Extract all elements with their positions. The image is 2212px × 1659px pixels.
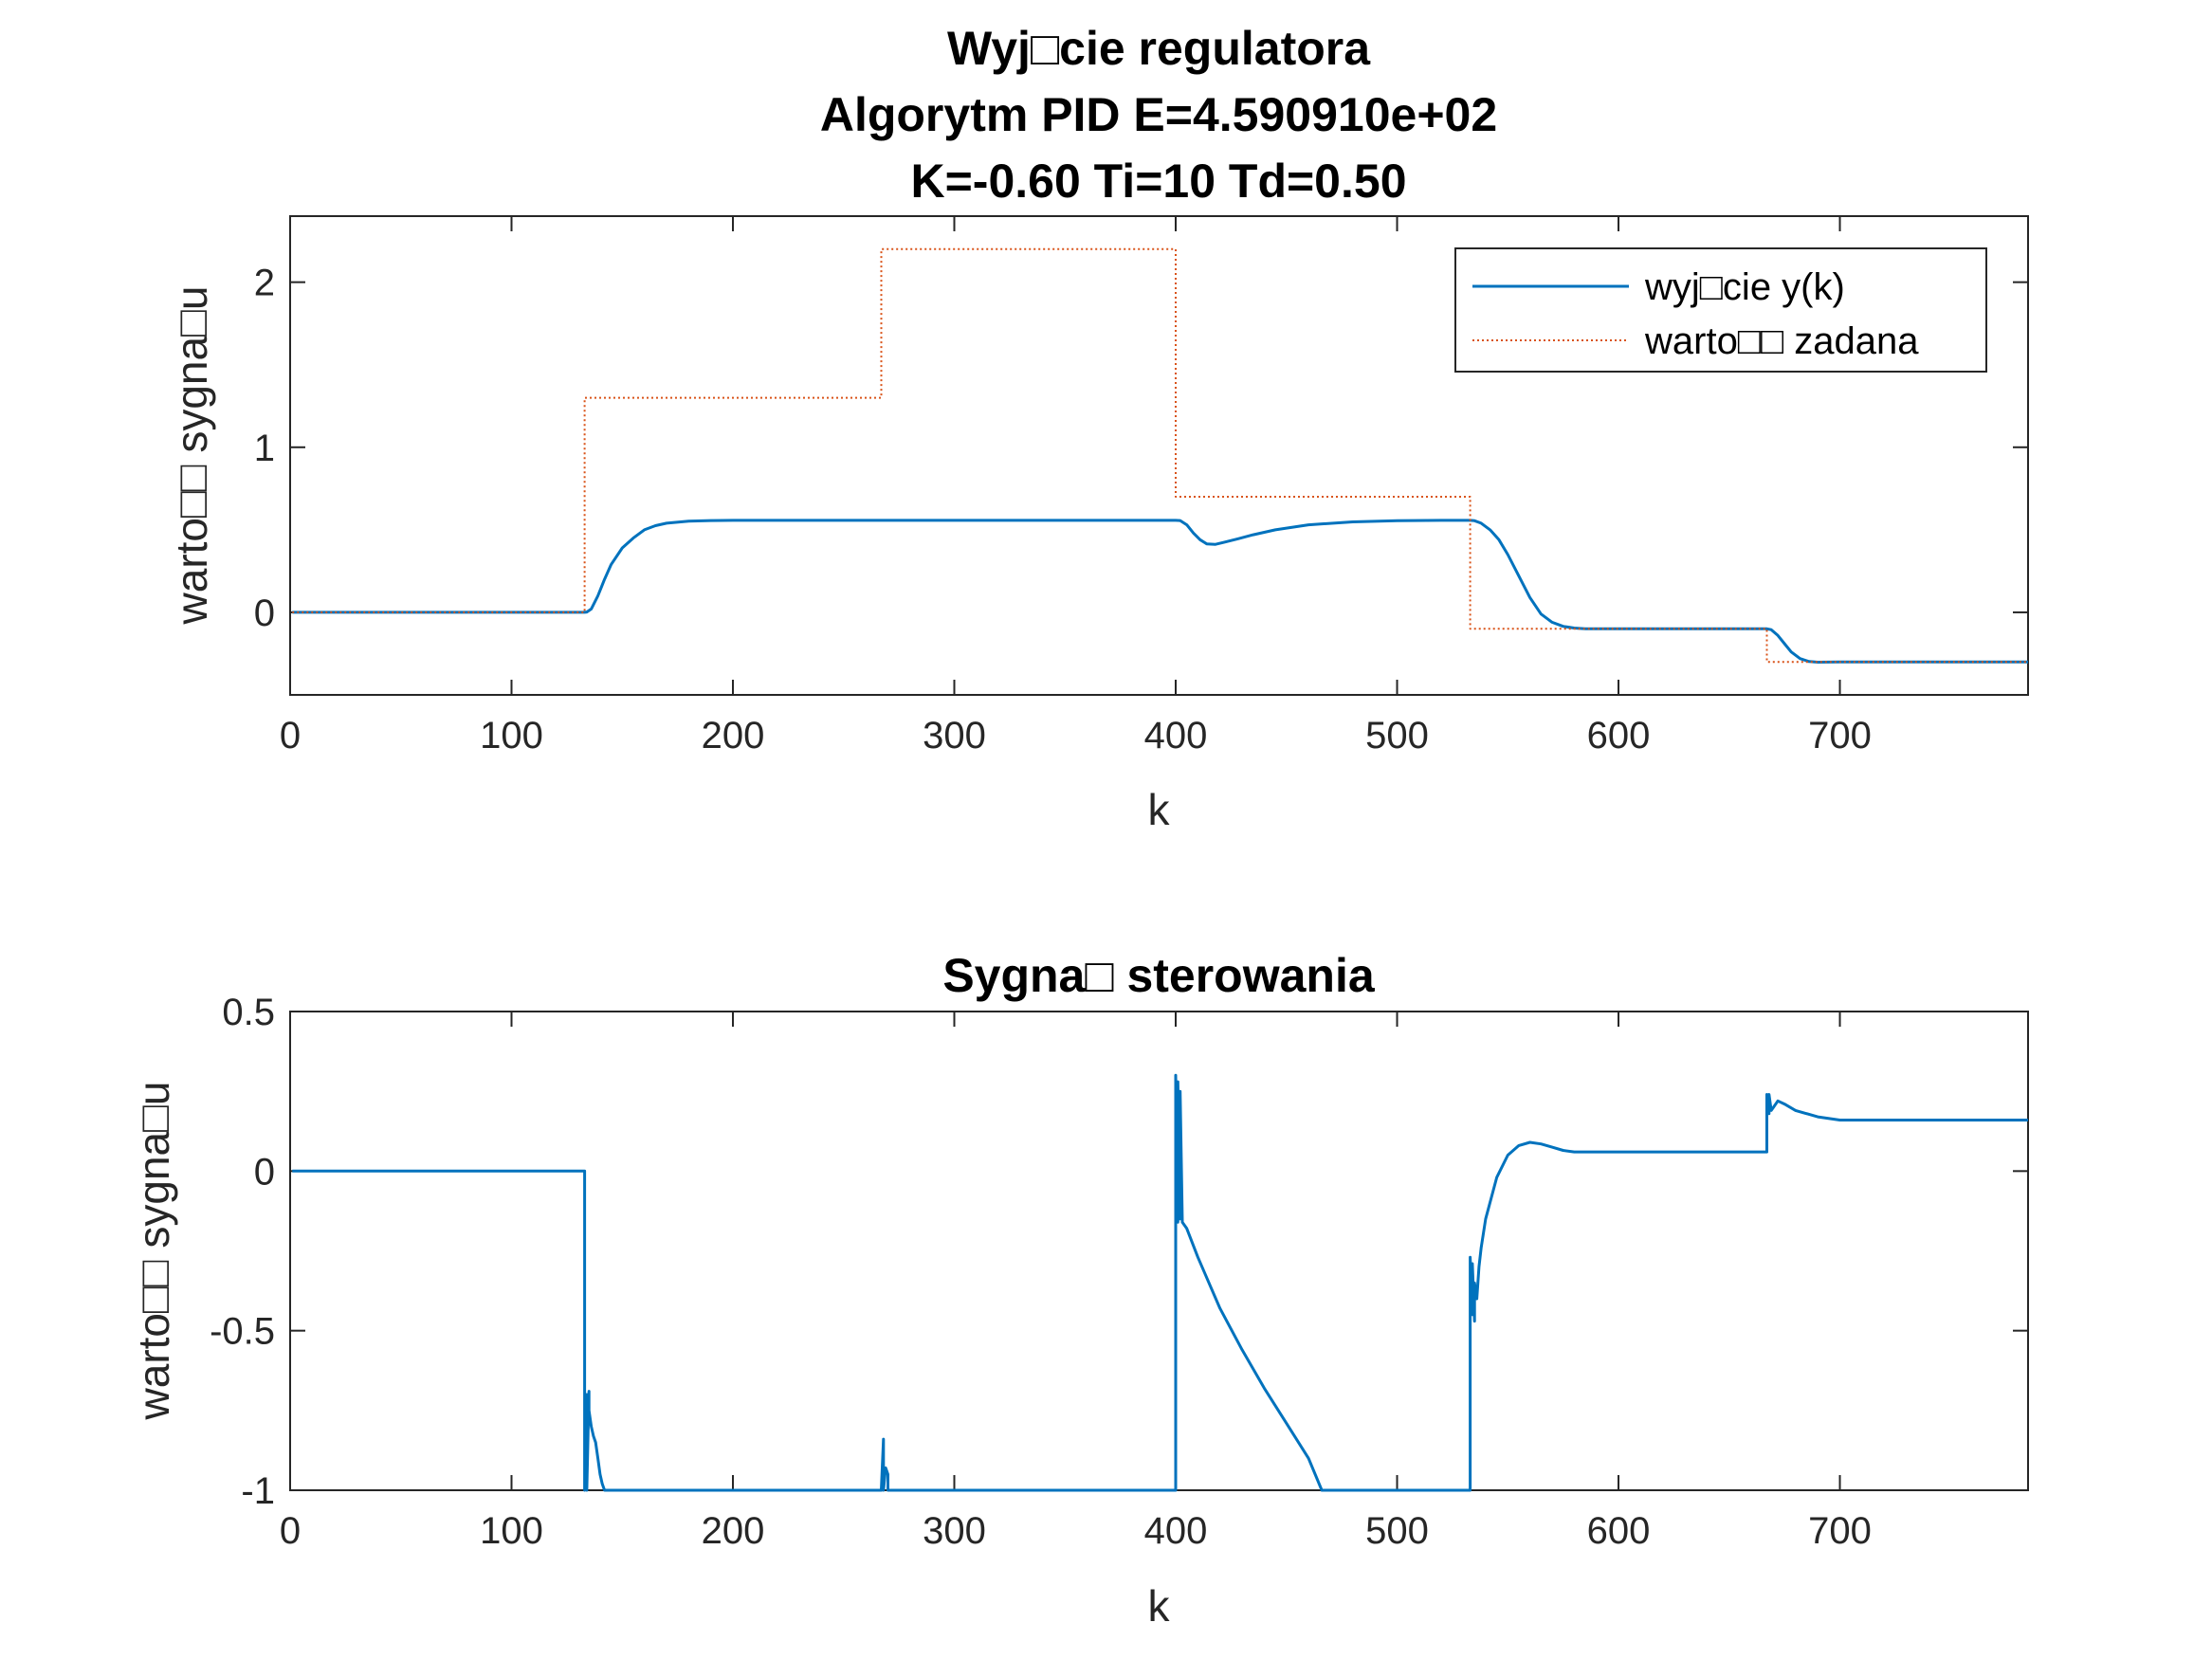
output-x-tick-label: 200	[702, 715, 765, 757]
output-x-tick-label: 300	[923, 715, 986, 757]
control-series-line-0	[292, 1073, 2028, 1492]
control-x-tick-label: 100	[480, 1510, 543, 1552]
control-x-tick-label: 300	[923, 1510, 986, 1552]
legend-label-setpoint: warto□□ zadana	[1644, 320, 1919, 362]
control-x-tick-label: 600	[1587, 1510, 1651, 1552]
control-x-tick-label: 400	[1144, 1510, 1208, 1552]
output-x-tick-label: 700	[1808, 715, 1872, 757]
output-axes: Wyj□cie regulatora Algorytm PID E=4.5909…	[167, 22, 2029, 834]
output-y-tick-label: 1	[254, 428, 275, 469]
legend-box	[1454, 247, 1987, 373]
output-series-line-0	[292, 519, 2028, 664]
output-title-line-2: Algorytm PID E=4.590910e+02	[820, 88, 1497, 141]
control-x-tick-label: 0	[280, 1510, 301, 1552]
output-title-line-3: K=-0.60 Ti=10 Td=0.50	[911, 155, 1407, 208]
control-ticks: 0 100 200 300 400 500 600 700 -1 -0.5 0 0.5	[210, 992, 2028, 1552]
legend-label-output: wyj□cie y(k)	[1644, 266, 1845, 308]
output-x-tick-label: 400	[1144, 715, 1208, 757]
output-x-tick-label: 500	[1365, 715, 1429, 757]
output-legend: wyj□cie y(k) warto□□ zadana	[1454, 247, 1987, 373]
control-x-tick-label: 200	[702, 1510, 765, 1552]
output-series-line-1	[292, 247, 2028, 664]
output-x-tick-label: 0	[280, 715, 301, 757]
output-title-line-1: Wyj□cie regulatora	[947, 22, 1371, 75]
control-y-tick-label: 0	[254, 1151, 275, 1193]
output-y-tick-label: 2	[254, 263, 275, 304]
output-x-tick-label: 100	[480, 715, 543, 757]
control-axes: Sygna□ sterowania 0 100 200 300 400 500 600 700…	[129, 949, 2029, 1631]
control-plot-area	[289, 1011, 2029, 1491]
output-ticks: 0 100 200 300 400 500 600 700 0 1 2	[254, 216, 2028, 757]
output-series-lines	[292, 247, 2028, 664]
control-x-tick-label: 700	[1808, 1510, 1872, 1552]
control-y-tick-label: -0.5	[210, 1311, 275, 1353]
control-y-tick-label: -1	[241, 1470, 275, 1512]
output-y-tick-label: 0	[254, 592, 275, 634]
control-x-axis-label: k	[1148, 1581, 1171, 1631]
output-y-axis-label: warto□□ sygna□u	[167, 286, 216, 626]
control-series-lines	[292, 1073, 2028, 1492]
control-title: Sygna□ sterowania	[942, 949, 1376, 1002]
control-x-tick-label: 500	[1365, 1510, 1429, 1552]
control-y-axis-label: warto□□ sygna□u	[129, 1082, 178, 1421]
output-x-tick-label: 600	[1587, 715, 1651, 757]
output-x-axis-label: k	[1148, 785, 1171, 834]
control-y-tick-label: 0.5	[222, 992, 275, 1033]
